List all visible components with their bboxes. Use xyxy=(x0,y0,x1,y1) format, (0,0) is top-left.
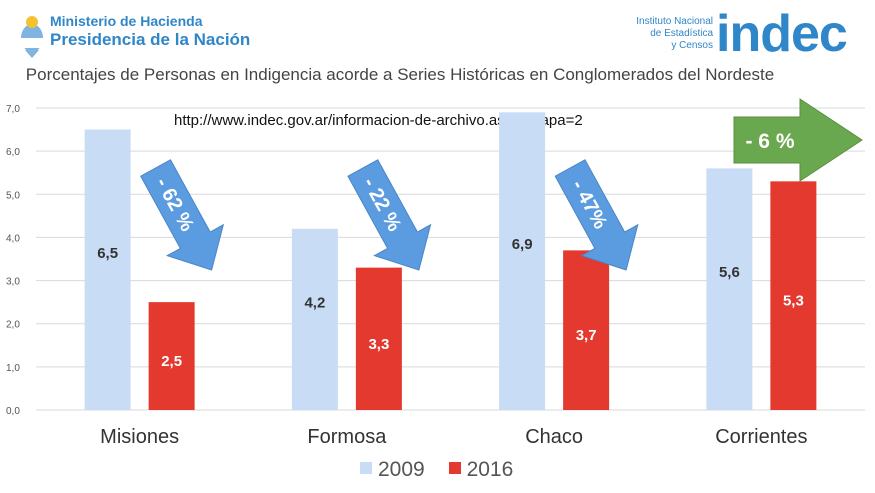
data-label: 3,7 xyxy=(576,327,597,344)
institute-line-2: de Estadística xyxy=(650,28,713,39)
bar-2009-formosa xyxy=(291,228,338,410)
bar-2009-corrientes xyxy=(706,168,753,410)
data-label: 5,6 xyxy=(719,264,740,281)
institute-line-3: y Censos xyxy=(671,40,713,51)
x-tick-label: Formosa xyxy=(307,426,387,448)
presidency-name: Presidencia de la Nación xyxy=(50,30,251,49)
institute-line-1: Instituto Nacional xyxy=(636,16,713,27)
arrow-shape xyxy=(347,159,432,271)
bar-2016-formosa xyxy=(355,267,402,410)
arrow-shape xyxy=(140,159,225,271)
data-label: 2,5 xyxy=(161,353,182,370)
y-tick-label: 5,0 xyxy=(6,190,20,201)
annotation-label: - 6 % xyxy=(745,130,794,153)
ministry-name: Ministerio de Hacienda xyxy=(50,13,203,29)
bar-2016-corrientes xyxy=(770,181,817,410)
y-tick-label: 4,0 xyxy=(6,233,20,244)
chart-title: Porcentajes de Personas en Indigencia ac… xyxy=(25,65,775,84)
x-tick-label: Misiones xyxy=(100,426,179,448)
data-label: 6,5 xyxy=(97,245,118,262)
chart-legend: 2009 2016 xyxy=(360,458,531,482)
y-tick-label: 7,0 xyxy=(6,104,20,115)
legend-label-2016: 2016 xyxy=(466,458,514,481)
data-label: 3,3 xyxy=(368,336,389,353)
legend-swatch-2009 xyxy=(360,462,372,475)
legend-swatch-2016 xyxy=(448,462,461,475)
institute-name: Instituto Nacional de Estadística y Cens… xyxy=(593,16,713,52)
data-label: 5,3 xyxy=(783,293,804,310)
source-url: http://www.indec.gov.ar/informacion-de-a… xyxy=(174,112,583,129)
bar-2016-misiones xyxy=(148,302,195,410)
decrease-arrow-icon: - 22 % xyxy=(347,159,432,271)
y-tick-label: 0,0 xyxy=(6,406,20,417)
bar-2009-chaco xyxy=(499,112,546,411)
x-tick-label: Chaco xyxy=(525,426,583,448)
data-label: 4,2 xyxy=(304,294,325,311)
indec-logo: indec xyxy=(716,5,848,63)
argentina-crest-icon xyxy=(21,16,43,58)
bar-2009-misiones xyxy=(84,129,131,411)
arrow-shape xyxy=(554,159,639,271)
y-tick-label: 2,0 xyxy=(6,320,20,331)
decrease-arrow-icon: - 62 % xyxy=(140,159,225,271)
y-tick-label: 6,0 xyxy=(6,147,20,158)
x-tick-label: Corrientes xyxy=(715,426,807,448)
ministry-logo xyxy=(8,10,308,62)
legend-label-2009: 2009 xyxy=(378,458,425,481)
legend-item-2016: 2016 xyxy=(448,458,514,481)
y-tick-label: 1,0 xyxy=(6,363,20,374)
legend-item-2009: 2009 xyxy=(360,458,425,481)
y-tick-label: 3,0 xyxy=(6,277,20,288)
increase-arrow-icon xyxy=(733,98,863,182)
data-label: 6,9 xyxy=(512,236,533,253)
bar-2016-chaco xyxy=(563,250,610,410)
